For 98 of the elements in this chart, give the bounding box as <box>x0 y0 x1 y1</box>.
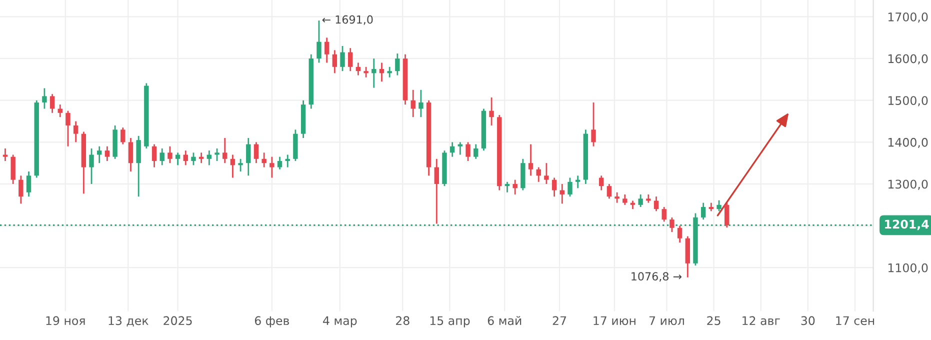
candlestick <box>50 93 55 114</box>
x-tick-label: 7 июл <box>649 316 684 326</box>
candlestick <box>536 166 541 183</box>
candlestick <box>560 183 564 204</box>
candlestick <box>277 156 282 170</box>
y-tick-label: 1500,0 <box>888 96 928 106</box>
candlestick <box>152 144 157 168</box>
candlestick <box>387 66 392 78</box>
candlestick <box>66 110 70 148</box>
candlestick <box>724 202 730 228</box>
candlestick <box>198 152 204 164</box>
x-tick-label: 6 фев <box>254 316 290 328</box>
candlestick <box>120 126 126 145</box>
candlestick <box>528 144 534 176</box>
candlestick <box>128 137 134 172</box>
candlestick <box>568 177 572 198</box>
candlestick <box>348 47 353 72</box>
candlestick <box>160 148 164 166</box>
candlestick <box>591 102 596 148</box>
x-tick-label: 6 май <box>488 316 522 326</box>
candlestick <box>677 225 682 244</box>
candlestick <box>458 141 463 156</box>
candlestick <box>552 177 557 198</box>
candlestick <box>324 36 330 64</box>
candlestick <box>504 181 510 194</box>
candlestick <box>379 62 384 82</box>
candlestick <box>2 148 8 162</box>
candlestick <box>606 183 612 200</box>
candlestick <box>340 45 345 72</box>
x-tick-label: 25 <box>707 316 720 326</box>
candlestick <box>450 141 455 158</box>
x-tick-label: 2025 <box>164 316 192 326</box>
candlestick <box>230 154 236 178</box>
candlestick <box>418 89 424 118</box>
x-tick-label: 12 авг <box>742 316 780 326</box>
candlestick <box>97 146 102 164</box>
candlestick <box>104 146 110 162</box>
candlestick <box>285 154 290 168</box>
annotation: ← 1691,0 <box>322 15 373 25</box>
candlestick <box>316 20 322 64</box>
candlestick <box>238 158 243 172</box>
candlestick <box>364 66 368 78</box>
x-tick-label: 13 дек <box>108 316 148 327</box>
candlestick <box>638 194 643 208</box>
candlestick <box>206 150 212 166</box>
candlestick <box>466 141 470 162</box>
x-tick-label: 28 <box>396 316 410 326</box>
candlestick <box>42 88 47 110</box>
candlestick <box>700 202 706 220</box>
x-tick-label: 17 июн <box>594 316 636 326</box>
x-tick-label: 19 ноя <box>46 316 85 326</box>
y-tick-label: 1300,0 <box>888 180 928 190</box>
ref-line-label: 1201,4 <box>885 220 929 230</box>
candlestick <box>599 174 604 191</box>
candlestick <box>270 156 274 178</box>
candlestick <box>254 141 259 164</box>
candlestick <box>58 104 62 118</box>
candlestick <box>489 96 494 126</box>
candlestick <box>434 158 439 224</box>
candlestick <box>622 194 628 206</box>
candlestick <box>214 148 220 162</box>
candlestick <box>175 152 180 166</box>
candlestick <box>183 150 188 166</box>
candlestick <box>716 200 722 212</box>
candlestick <box>332 49 338 74</box>
candlestick <box>372 58 376 89</box>
candlestick <box>191 152 196 166</box>
x-tick-label: 15 апр <box>430 316 470 328</box>
candlestick <box>614 192 620 204</box>
x-tick-label: 17 сен <box>836 316 874 326</box>
candlestick <box>246 137 251 176</box>
candlestick <box>168 146 172 164</box>
candlestick <box>544 162 549 185</box>
candlestick <box>26 170 32 198</box>
candlestick <box>395 52 400 76</box>
x-tick-label: 4 мар <box>323 316 357 328</box>
candlestick <box>474 144 478 160</box>
candlestick <box>73 120 78 143</box>
y-tick-label: 1100,0 <box>888 263 928 274</box>
candlestick <box>512 179 518 196</box>
x-tick-label: 30 <box>801 316 815 326</box>
candlestick <box>136 135 141 198</box>
candlestick <box>89 148 94 185</box>
y-tick-label: 1600,0 <box>888 54 928 64</box>
candlestick <box>575 174 580 189</box>
candlestick <box>10 154 16 185</box>
candlestick <box>662 206 666 222</box>
candlestick <box>670 216 674 233</box>
candlestick <box>262 152 266 168</box>
candlestick <box>18 174 24 204</box>
x-tick-label: 27 <box>552 316 566 325</box>
candlestick <box>222 137 228 164</box>
annotation: 1076,8 → <box>632 272 682 282</box>
y-tick-label: 1700,0 <box>888 12 928 23</box>
candlestick <box>410 89 416 118</box>
candlestick <box>654 196 659 212</box>
y-tick-label: 1400,0 <box>888 138 928 148</box>
candlestick <box>356 62 361 76</box>
